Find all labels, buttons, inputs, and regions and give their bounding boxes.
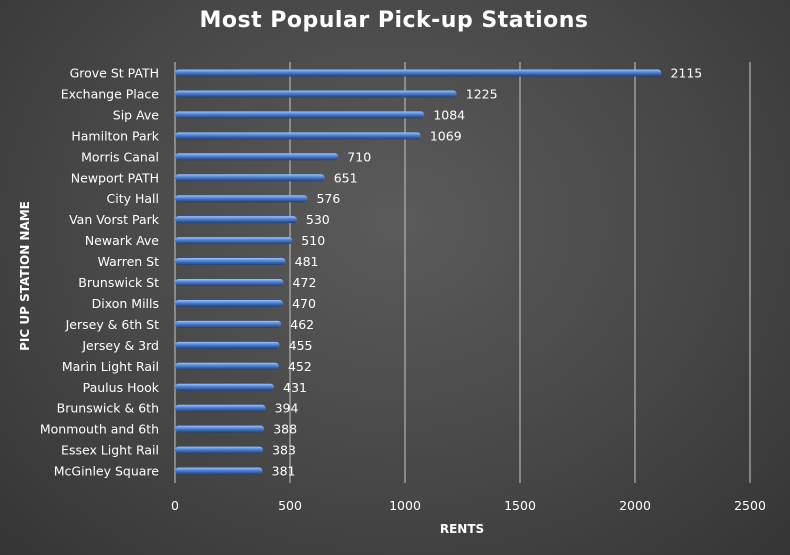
bar	[175, 237, 293, 245]
x-tick-label: 2500	[734, 498, 766, 513]
category-label: Exchange Place	[61, 86, 160, 101]
category-label: Essex Light Rail	[61, 443, 159, 458]
x-axis-title: RENTS	[440, 522, 484, 536]
bars	[175, 69, 662, 475]
category-label: Brunswick St	[78, 275, 159, 290]
bar	[175, 299, 284, 307]
bar	[175, 425, 265, 433]
category-label: Monmouth and 6th	[40, 422, 159, 437]
data-label: 2115	[670, 66, 702, 81]
category-label: Marin Light Rail	[62, 359, 159, 374]
category-label: Warren St	[98, 254, 160, 269]
bar	[175, 341, 280, 349]
category-label: Brunswick & 6th	[57, 401, 159, 416]
bar	[175, 195, 308, 203]
data-label: 381	[272, 464, 296, 479]
data-label: 530	[306, 212, 330, 227]
category-labels: Grove St PATH Exchange Place Sip Ave Hamilt…	[40, 66, 160, 479]
bar	[175, 320, 282, 328]
category-label: Paulus Hook	[83, 380, 160, 395]
data-label: 576	[316, 191, 340, 206]
data-label: 452	[288, 359, 312, 374]
category-label: Newark Ave	[85, 233, 159, 248]
data-label: 394	[275, 401, 299, 416]
x-tick-labels: 0 500 1000 1500 2000 2500	[171, 498, 766, 513]
bar	[175, 153, 339, 161]
bar	[175, 362, 279, 370]
category-label: Hamilton Park	[71, 128, 159, 143]
bar	[175, 132, 421, 140]
bar	[175, 174, 325, 182]
data-label: 510	[301, 233, 325, 248]
category-label: Grove St PATH	[70, 66, 159, 81]
data-label: 1069	[430, 128, 462, 143]
data-label: 470	[292, 296, 316, 311]
category-label: Morris Canal	[81, 149, 159, 164]
bar	[175, 467, 263, 475]
data-label: 455	[289, 338, 313, 353]
category-label: McGinley Square	[54, 464, 160, 479]
bar	[175, 279, 284, 286]
data-label: 431	[283, 380, 307, 395]
bar	[175, 216, 297, 224]
category-label: Jersey & 3rd	[81, 338, 159, 353]
data-label: 651	[334, 170, 358, 185]
data-label: 388	[273, 422, 297, 437]
category-label: Van Vorst Park	[69, 212, 160, 227]
bar	[175, 446, 264, 454]
bar	[175, 111, 425, 119]
data-label: 1225	[466, 86, 498, 101]
bar	[175, 90, 457, 98]
chart-title: Most Popular Pick-up Stations	[200, 8, 589, 33]
data-label: 1084	[433, 107, 465, 122]
bar	[175, 258, 286, 266]
x-tick-label: 1500	[504, 498, 536, 513]
bar	[175, 404, 266, 412]
x-tick-label: 2000	[619, 498, 651, 513]
category-label: Dixon Mills	[92, 296, 159, 311]
category-label: Sip Ave	[113, 107, 160, 122]
category-label: City Hall	[107, 191, 159, 206]
data-label: 481	[295, 254, 319, 269]
x-tick-label: 500	[278, 498, 302, 513]
x-tick-label: 1000	[389, 498, 421, 513]
gridlines	[174, 62, 751, 483]
data-label: 710	[347, 149, 371, 164]
bar	[175, 383, 275, 391]
data-label: 383	[272, 443, 296, 458]
category-label: Jersey & 6th St	[65, 317, 159, 332]
data-label: 472	[293, 275, 317, 290]
x-tick-label: 0	[171, 498, 179, 513]
data-label: 462	[290, 317, 314, 332]
category-label: Newport PATH	[71, 170, 159, 185]
y-axis-title: PIC UP STATION NAME	[18, 201, 32, 351]
bar	[175, 69, 662, 77]
